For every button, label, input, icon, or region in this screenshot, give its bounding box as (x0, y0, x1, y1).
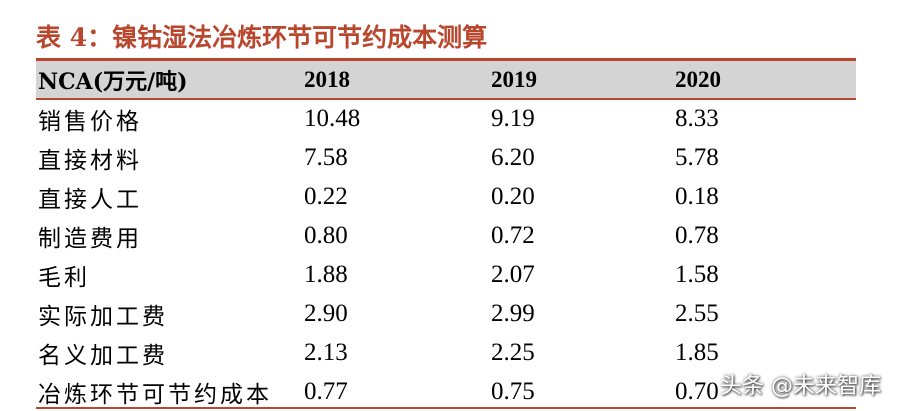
bottom-rule (36, 407, 856, 409)
row-label: 直接人工 (38, 186, 142, 213)
table-cell: 2.90 (304, 299, 348, 327)
table-cell: 2.25 (491, 338, 535, 366)
table-cell: 2.99 (491, 299, 535, 327)
row-label: 冶炼环节可节约成本 (38, 381, 272, 408)
table-cell: 0.78 (675, 221, 719, 249)
row-label: 实际加工费 (38, 303, 168, 330)
table-cell: 9.19 (491, 105, 535, 132)
header-row: NCA(万元/吨) 2018 2019 2020 (36, 61, 856, 100)
table-cell: 2.07 (491, 260, 535, 288)
table-cell: 0.18 (675, 182, 719, 210)
table-cell: 6.20 (491, 143, 535, 171)
row-label: 直接材料 (38, 147, 142, 174)
table-cell: 0.70 (675, 377, 719, 405)
table-row: 销售价格 10.48 9.19 8.33 (36, 99, 856, 138)
table-cell: 1.85 (675, 338, 719, 366)
table-cell: 8.33 (675, 105, 719, 132)
table-cell: 2.55 (675, 299, 719, 327)
header-cell-2020: 2020 (673, 61, 856, 100)
table-cell: 1.58 (675, 260, 719, 288)
table-row: 冶炼环节可节约成本 0.77 0.75 0.70 (36, 372, 856, 411)
table-row: 制造费用 0.80 0.72 0.78 (36, 216, 856, 255)
header-cell-2018: 2018 (302, 61, 489, 100)
row-label: 名义加工费 (38, 342, 168, 369)
table-row: 直接人工 0.22 0.20 0.18 (36, 177, 856, 216)
table-cell: 10.48 (304, 105, 361, 132)
table-row: 直接材料 7.58 6.20 5.78 (36, 138, 856, 177)
watermark: 头条 @未来智库 (720, 374, 881, 399)
table-cell: 5.78 (675, 143, 719, 171)
table-row: 实际加工费 2.90 2.99 2.55 (36, 294, 856, 333)
table-cell: 2.13 (304, 338, 348, 366)
table-cell: 0.75 (491, 377, 535, 405)
row-label: 销售价格 (38, 109, 142, 135)
cost-table: NCA(万元/吨) 2018 2019 2020 销售价格 10.48 9.19… (36, 61, 856, 411)
table-title: 表 4：镍钴湿法冶炼环节可节约成本测算 (36, 23, 488, 52)
top-rule (36, 58, 856, 61)
table-cell: 0.20 (491, 182, 535, 210)
table-cell: 0.72 (491, 221, 535, 249)
header-cell-unit: NCA(万元/吨) (36, 61, 302, 100)
table-cell: 0.80 (304, 221, 348, 249)
table-cell: 0.77 (304, 377, 348, 405)
row-label: 制造费用 (38, 225, 142, 252)
header-cell-2019: 2019 (489, 61, 673, 100)
table-row: 毛利 1.88 2.07 1.58 (36, 255, 856, 294)
table-cell: 0.22 (304, 182, 348, 210)
table-cell: 1.88 (304, 260, 348, 288)
table-cell: 7.58 (304, 143, 348, 171)
table-row: 名义加工费 2.13 2.25 1.85 (36, 333, 856, 372)
row-label: 毛利 (38, 264, 90, 291)
